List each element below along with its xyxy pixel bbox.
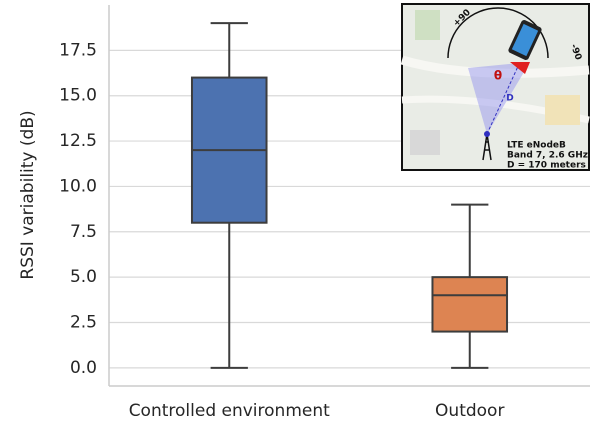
- y-tick-label: 7.5: [70, 222, 97, 242]
- x-tick-label: Controlled environment: [129, 401, 330, 421]
- y-tick-label: 2.5: [70, 313, 97, 333]
- y-tick-label: 15.0: [59, 86, 97, 106]
- y-axis-label: RSSI variability (dB): [18, 110, 38, 279]
- y-tick-label: 10.0: [59, 176, 97, 196]
- x-tick-label: Outdoor: [435, 401, 504, 421]
- y-tick-label: 12.5: [59, 131, 97, 151]
- y-tick-label: 0.0: [70, 358, 97, 378]
- inset-annotation: Band 7, 2.6 GHz: [507, 151, 588, 161]
- inset-annotation: D: [506, 94, 513, 104]
- y-tick-label: 5.0: [70, 267, 97, 287]
- inset-map: [400, 3, 590, 171]
- inset-annotation: D = 170 meters: [507, 161, 586, 171]
- box: [431, 276, 509, 333]
- inset-annotation: LTE eNodeB: [507, 141, 566, 151]
- y-tick-label: 17.5: [59, 40, 97, 60]
- inset-annotation: θ: [494, 69, 502, 83]
- plot-area: [108, 5, 590, 387]
